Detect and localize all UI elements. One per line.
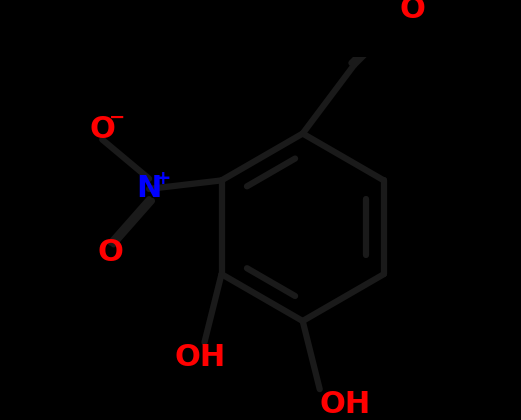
- Text: OH: OH: [320, 390, 371, 419]
- Text: O: O: [400, 0, 426, 24]
- Text: +: +: [154, 169, 171, 188]
- Text: N: N: [137, 174, 162, 203]
- Text: OH: OH: [175, 343, 226, 372]
- Text: −: −: [109, 108, 126, 127]
- Text: O: O: [89, 115, 115, 144]
- Text: O: O: [98, 238, 123, 268]
